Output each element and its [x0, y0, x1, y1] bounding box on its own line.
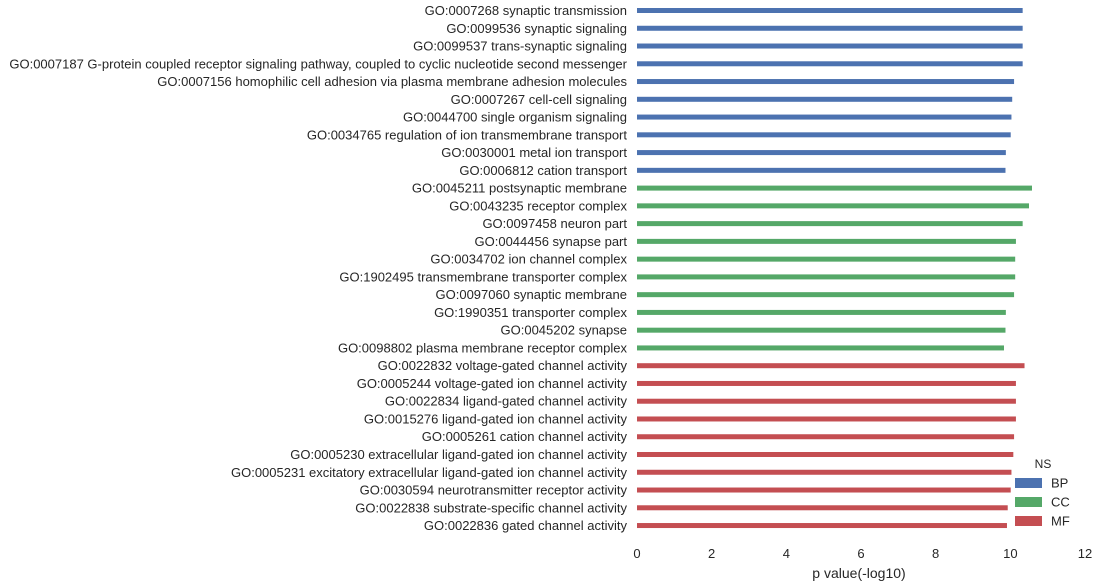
category-label: GO:0098802 plasma membrane receptor comp… — [338, 340, 628, 355]
category-label: GO:0099537 trans-synaptic signaling — [413, 39, 627, 54]
category-label: GO:0043235 receptor complex — [449, 198, 627, 213]
category-label: GO:0097060 synaptic membrane — [436, 287, 628, 302]
bar-bp-0 — [637, 8, 1023, 13]
x-tick-label: 6 — [857, 546, 864, 561]
category-label: GO:0007267 cell-cell signaling — [451, 92, 627, 107]
category-label: GO:0006812 cation transport — [459, 163, 627, 178]
legend-swatch-cc — [1015, 497, 1042, 507]
x-tick-label: 10 — [1003, 546, 1017, 561]
category-label: GO:1990351 transporter complex — [434, 305, 627, 320]
x-tick-label: 4 — [783, 546, 790, 561]
bar-cc-11 — [637, 203, 1029, 209]
category-label: GO:1902495 transmembrane transporter com… — [339, 269, 627, 284]
category-label: GO:0099536 synaptic signaling — [446, 21, 627, 36]
category-label: GO:0005231 excitatory extracellular liga… — [231, 465, 628, 480]
x-tick-label: 0 — [633, 546, 640, 561]
category-label: GO:0030001 metal ion transport — [441, 145, 627, 160]
bar-cc-19 — [637, 345, 1004, 351]
bar-cc-14 — [637, 256, 1016, 262]
bar-bp-3 — [637, 61, 1023, 67]
bar-group — [637, 8, 1032, 529]
bar-bp-2 — [637, 43, 1023, 49]
bar-mf-26 — [637, 469, 1012, 475]
bar-bp-8 — [637, 150, 1006, 156]
category-label: GO:0015276 ligand-gated ion channel acti… — [364, 411, 628, 426]
bar-mf-21 — [637, 380, 1016, 386]
bar-bp-9 — [637, 167, 1006, 173]
bar-cc-15 — [637, 274, 1016, 280]
bar-bp-4 — [637, 79, 1015, 85]
bar-cc-18 — [637, 327, 1006, 333]
category-label: GO:0022832 voltage-gated channel activit… — [378, 358, 628, 373]
legend-title: NS — [1035, 457, 1052, 471]
category-label: GO:0034702 ion channel complex — [430, 252, 627, 267]
category-label: GO:0045211 postsynaptic membrane — [412, 181, 627, 196]
legend: NS BP CC MF — [1015, 457, 1070, 529]
category-labels: GO:0007268 synaptic transmission GO:00995… — [9, 3, 627, 533]
bar-mf-25 — [637, 452, 1014, 457]
legend-label-bp: BP — [1051, 476, 1068, 491]
x-tick-labels: 0 2 4 6 8 10 12 — [633, 546, 1092, 561]
bar-mf-24 — [637, 434, 1015, 440]
category-label: GO:0044700 single organism signaling — [403, 110, 627, 125]
category-label: GO:0022834 ligand-gated channel activity — [385, 394, 628, 409]
bar-cc-13 — [637, 238, 1016, 244]
bar-cc-12 — [637, 221, 1023, 227]
category-label: GO:0045202 synapse — [501, 323, 627, 338]
x-tick-label: 2 — [708, 546, 715, 561]
bar-bp-7 — [637, 132, 1011, 138]
bar-mf-29 — [637, 523, 1007, 529]
category-label: GO:0007187 G-protein coupled receptor si… — [9, 56, 627, 71]
legend-swatch-mf — [1015, 516, 1042, 526]
bar-cc-10 — [637, 185, 1032, 191]
bar-mf-27 — [637, 487, 1011, 493]
bar-cc-16 — [637, 292, 1015, 298]
legend-label-mf: MF — [1051, 514, 1070, 529]
category-label: GO:0030594 neurotransmitter receptor act… — [360, 483, 628, 498]
bar-mf-23 — [637, 416, 1016, 422]
bar-mf-28 — [637, 505, 1008, 511]
category-label: GO:0097458 neuron part — [482, 216, 627, 231]
category-label: GO:0007268 synaptic transmission — [425, 3, 627, 18]
category-label: GO:0044456 synapse part — [475, 234, 628, 249]
category-label: GO:0034765 regulation of ion transmembra… — [307, 127, 628, 142]
bar-bp-6 — [637, 114, 1012, 120]
bar-cc-17 — [637, 309, 1006, 315]
legend-swatch-bp — [1015, 478, 1042, 488]
category-label: GO:0005244 voltage-gated ion channel act… — [357, 376, 628, 391]
x-axis-label: p value(-log10) — [812, 565, 905, 581]
category-label: GO:0007156 homophilic cell adhesion via … — [157, 74, 627, 89]
bar-mf-20 — [637, 363, 1025, 369]
category-label: GO:0005261 cation channel activity — [422, 429, 628, 444]
legend-label-cc: CC — [1051, 495, 1070, 510]
x-tick-label: 12 — [1078, 546, 1092, 561]
bar-mf-22 — [637, 398, 1016, 404]
category-label: GO:0005230 extracellular ligand-gated io… — [290, 447, 627, 462]
category-label: GO:0022836 gated channel activity — [424, 518, 628, 533]
x-tick-label: 8 — [932, 546, 939, 561]
bar-bp-5 — [637, 96, 1013, 102]
category-label: GO:0022838 substrate-specific channel ac… — [355, 500, 627, 515]
bar-bp-1 — [637, 25, 1023, 31]
